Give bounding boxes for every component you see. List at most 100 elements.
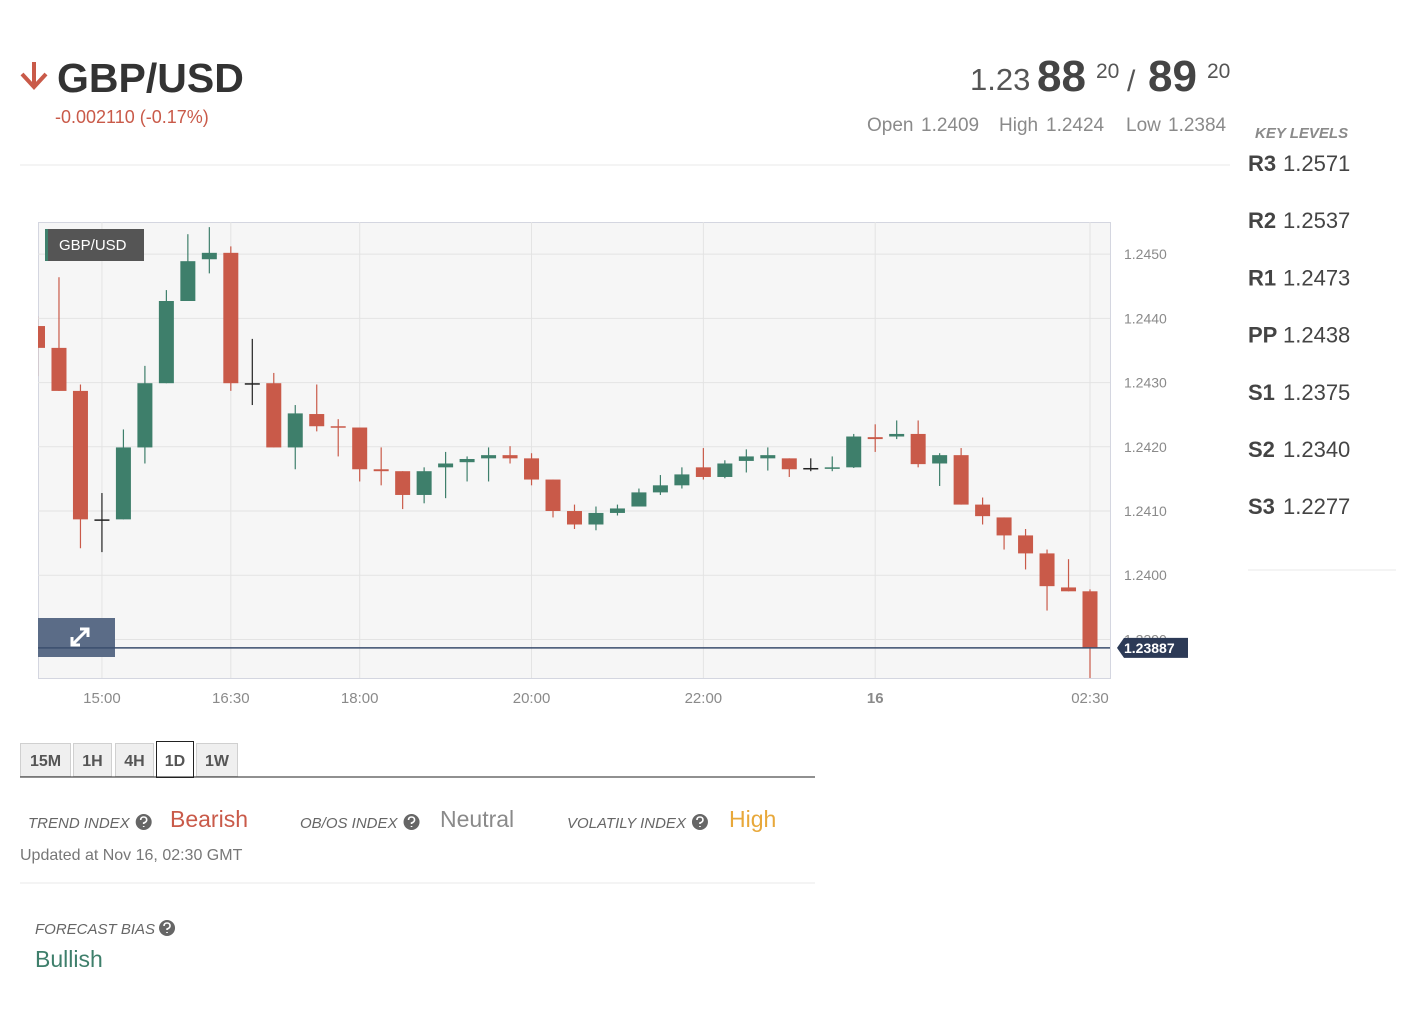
candle-body: [481, 455, 497, 459]
stat-value: 1.2384: [1168, 115, 1227, 136]
candle-body: [180, 261, 196, 301]
x-tick-label: 16:30: [212, 690, 250, 707]
index-label: VOLATILY INDEX: [567, 815, 687, 832]
candle-body: [996, 517, 1012, 536]
legend-accent: [45, 229, 48, 261]
candle-body: [717, 463, 733, 477]
candle-body: [115, 447, 131, 520]
level-name: PP: [1248, 323, 1277, 348]
candle-body: [201, 252, 217, 260]
candle-body: [459, 458, 475, 463]
candle-body: [695, 467, 711, 477]
candle-body: [910, 433, 926, 465]
bid-prefix: 1.23: [970, 62, 1030, 97]
candle-body: [524, 458, 540, 480]
x-tick-label: 20:00: [513, 690, 551, 707]
candle-body: [738, 456, 754, 461]
candle-body: [566, 511, 582, 525]
candle-body: [1018, 535, 1034, 554]
candle-body: [72, 390, 88, 520]
candle-body: [287, 413, 303, 448]
expand-bg[interactable]: [38, 618, 115, 657]
candle-body: [502, 455, 518, 459]
candle-body: [1082, 591, 1098, 648]
stat-label: High: [999, 115, 1038, 136]
level-value: 1.2571: [1283, 151, 1350, 176]
expand-icon[interactable]: [70, 627, 90, 647]
timeframe-button[interactable]: [115, 743, 154, 777]
candle-body: [51, 347, 67, 391]
help-glyph[interactable]: [696, 816, 704, 827]
last-price-tag: [1117, 637, 1188, 658]
y-tick-label: 1.2430: [1124, 375, 1167, 391]
level-name: R2: [1248, 208, 1276, 233]
candle-body: [1039, 553, 1055, 587]
bid-big: 88: [1037, 52, 1086, 101]
timeframe-label[interactable]: 15M: [30, 753, 61, 770]
down-arrow: [20, 62, 48, 90]
timeframe-button[interactable]: [20, 743, 71, 777]
candle-body: [94, 519, 110, 521]
candle-body: [38, 326, 45, 348]
candle-body: [1061, 587, 1077, 592]
candle-body: [867, 437, 883, 440]
candle-body: [652, 485, 668, 493]
symbol: GBP/USD: [57, 55, 244, 101]
expand-button[interactable]: [38, 618, 115, 657]
level-name: R1: [1248, 265, 1276, 290]
help-icon[interactable]: [403, 814, 420, 830]
ask-big: 89: [1148, 52, 1197, 101]
level-name: S1: [1248, 380, 1275, 405]
index-value: Bearish: [170, 806, 248, 832]
candle-body: [824, 467, 840, 469]
candle-body: [760, 455, 776, 459]
candle-body: [438, 463, 454, 468]
bid-small: 20: [1096, 60, 1119, 83]
timeframe-label[interactable]: 1D: [165, 753, 185, 770]
stat-value: 1.2409: [921, 115, 979, 136]
index-label: TREND INDEX: [28, 815, 131, 832]
candle-body: [395, 471, 411, 495]
help-glyph[interactable]: [139, 816, 148, 827]
candle-body: [309, 414, 325, 427]
level-value: 1.2438: [1283, 323, 1350, 348]
help-glyph[interactable]: [407, 816, 416, 827]
help-icon[interactable]: [135, 814, 152, 830]
candle-body: [352, 427, 368, 470]
candle-body: [889, 433, 905, 437]
timeframe-button[interactable]: [73, 743, 112, 777]
candle-body: [223, 252, 239, 384]
candle-body: [137, 383, 153, 448]
x-tick-label: 02:30: [1071, 690, 1109, 707]
level-value: 1.2340: [1283, 437, 1350, 462]
candle-body: [953, 455, 969, 505]
candle-body: [781, 458, 797, 470]
index-value: High: [729, 806, 776, 832]
legend-label: GBP/USD: [59, 237, 127, 254]
x-tick-label: 15:00: [83, 690, 121, 707]
timeframe-label[interactable]: 1H: [82, 753, 102, 770]
x-tick-label: 18:00: [341, 690, 379, 707]
level-name: S2: [1248, 437, 1275, 462]
help-icon[interactable]: [691, 814, 708, 830]
timeframe-button[interactable]: [156, 741, 194, 778]
help-icon[interactable]: [159, 920, 176, 936]
chart-legend: GBP/USD: [45, 229, 144, 261]
y-tick-label: 1.2410: [1124, 503, 1167, 519]
help-glyph[interactable]: [163, 922, 171, 933]
x-tick-label: 16: [867, 690, 884, 707]
change: -0.002110 (-0.17%): [55, 107, 209, 127]
index-value: Neutral: [440, 806, 514, 832]
candle-body: [266, 383, 282, 448]
legend-box: [45, 229, 144, 261]
candle-body: [373, 469, 389, 472]
timeframe-label[interactable]: 1W: [205, 753, 230, 770]
y-tick-label: 1.2450: [1124, 246, 1167, 262]
updated: Updated at Nov 16, 02:30 GMT: [20, 847, 243, 864]
level-name: S3: [1248, 494, 1275, 519]
candle-body: [158, 300, 174, 384]
timeframe-label[interactable]: 4H: [124, 753, 144, 770]
index-label: OB/OS INDEX: [300, 815, 399, 832]
timeframe-button[interactable]: [196, 743, 238, 777]
